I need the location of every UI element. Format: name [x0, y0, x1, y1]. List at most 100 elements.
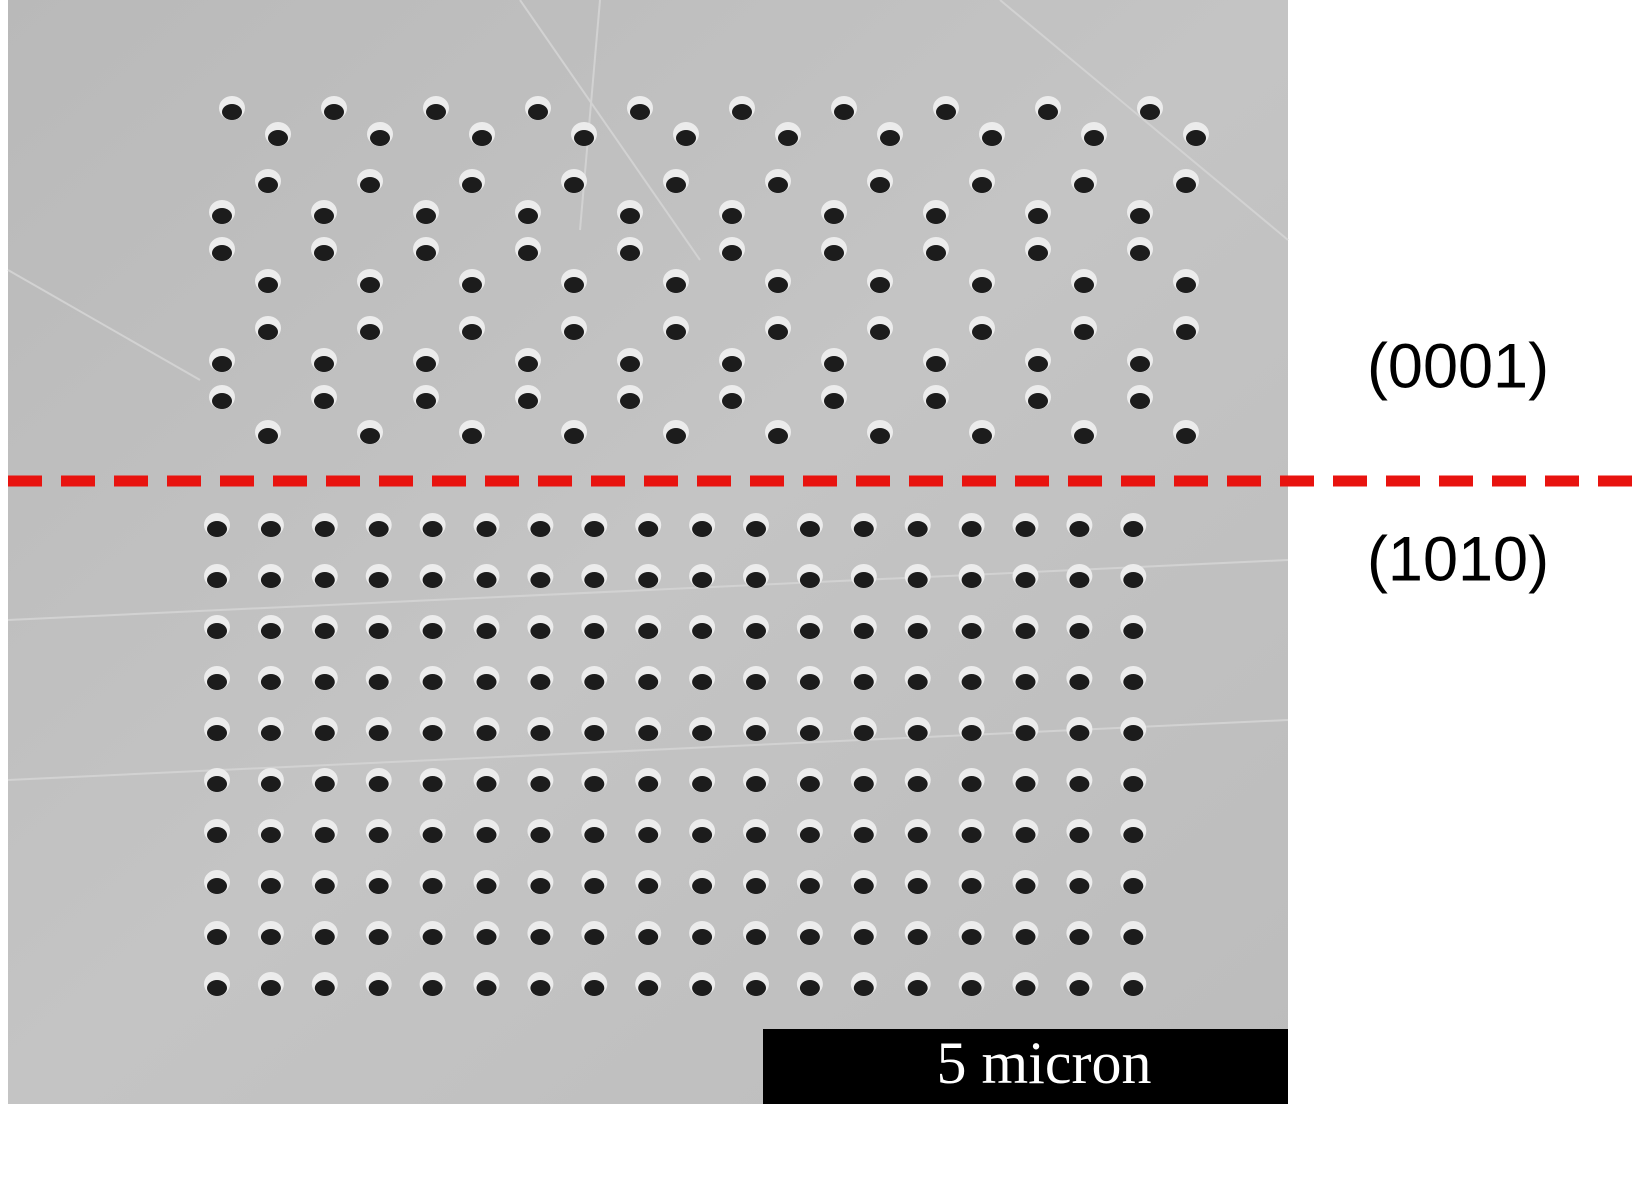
- hole: [853, 929, 874, 945]
- hole: [746, 725, 766, 741]
- hole: [1028, 245, 1048, 261]
- hole: [746, 878, 766, 894]
- hole: [314, 572, 335, 588]
- hole: [584, 725, 605, 741]
- hole: [692, 521, 713, 537]
- hole: [880, 130, 900, 146]
- hole: [638, 674, 659, 690]
- hole: [692, 674, 713, 690]
- hole: [422, 878, 443, 894]
- hole: [1130, 208, 1150, 224]
- hole: [314, 878, 335, 894]
- hole: [1130, 393, 1150, 409]
- region-label: (1010): [1367, 525, 1549, 595]
- hole: [961, 980, 982, 996]
- hole: [1130, 356, 1150, 372]
- hole: [853, 980, 874, 996]
- hole: [972, 428, 992, 444]
- hole: [620, 245, 640, 261]
- hole: [638, 725, 659, 741]
- hole: [961, 674, 982, 690]
- hole: [530, 827, 551, 843]
- hole: [476, 929, 497, 945]
- hole: [472, 130, 492, 146]
- hole: [1015, 929, 1036, 945]
- hole: [799, 776, 820, 792]
- hole: [422, 521, 443, 537]
- scale-bar: [763, 1029, 1288, 1104]
- hole: [584, 521, 605, 537]
- hole: [1123, 980, 1144, 996]
- hole: [574, 130, 594, 146]
- hole: [258, 324, 278, 340]
- hole: [260, 572, 281, 588]
- hole: [314, 623, 335, 639]
- hole: [207, 674, 227, 690]
- hole: [638, 521, 659, 537]
- hole: [530, 725, 551, 741]
- hole: [370, 130, 390, 146]
- hole: [638, 776, 659, 792]
- hole: [799, 674, 820, 690]
- hole: [368, 623, 389, 639]
- hole: [1028, 208, 1048, 224]
- hole: [314, 521, 335, 537]
- hole: [853, 827, 874, 843]
- hole: [799, 623, 820, 639]
- hole: [314, 393, 334, 409]
- hole: [530, 521, 551, 537]
- hole: [260, 878, 281, 894]
- hole: [961, 572, 982, 588]
- hole: [972, 177, 992, 193]
- hole: [1069, 980, 1090, 996]
- hole: [422, 929, 443, 945]
- hole: [314, 980, 335, 996]
- hole: [853, 674, 874, 690]
- hole: [799, 878, 820, 894]
- hole: [824, 356, 844, 372]
- hole: [1015, 827, 1036, 843]
- hole: [1028, 356, 1048, 372]
- hole: [1084, 130, 1104, 146]
- hole: [207, 827, 227, 843]
- hole: [426, 104, 446, 120]
- hole: [768, 177, 788, 193]
- hole: [799, 572, 820, 588]
- hole: [530, 623, 551, 639]
- hole: [1176, 428, 1196, 444]
- hole: [870, 428, 890, 444]
- hole: [746, 521, 766, 537]
- hole: [476, 980, 497, 996]
- hole: [207, 623, 227, 639]
- hole: [692, 572, 713, 588]
- hole: [564, 428, 584, 444]
- hole: [1015, 521, 1036, 537]
- hole: [722, 245, 742, 261]
- hole: [260, 827, 281, 843]
- hole: [907, 980, 928, 996]
- hole: [692, 980, 713, 996]
- hole: [1069, 674, 1090, 690]
- hole: [961, 878, 982, 894]
- hole: [360, 428, 380, 444]
- hole: [258, 428, 278, 444]
- hole: [907, 725, 928, 741]
- hole: [853, 776, 874, 792]
- hole: [462, 324, 482, 340]
- hole: [620, 208, 640, 224]
- hole: [666, 277, 686, 293]
- hole: [518, 208, 538, 224]
- hole: [368, 674, 389, 690]
- hole: [260, 674, 281, 690]
- hole: [1130, 245, 1150, 261]
- hole: [907, 827, 928, 843]
- hole: [530, 980, 551, 996]
- hole: [314, 356, 334, 372]
- hole: [961, 929, 982, 945]
- hole: [584, 674, 605, 690]
- hole: [907, 878, 928, 894]
- hole: [1074, 277, 1094, 293]
- hole: [692, 878, 713, 894]
- hole: [972, 277, 992, 293]
